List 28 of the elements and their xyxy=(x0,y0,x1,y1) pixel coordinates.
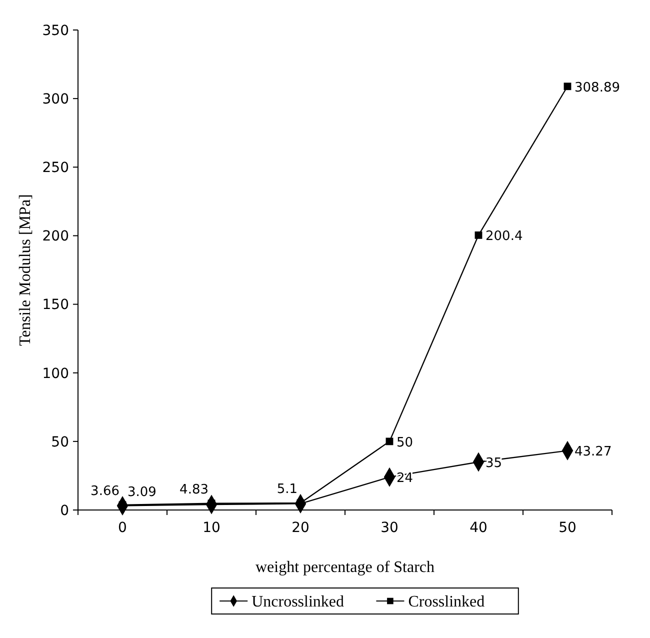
y-tick-label: 200 xyxy=(42,228,69,245)
x-tick-label: 30 xyxy=(380,520,398,536)
y-axis-title: Tensile Modulus [MPa] xyxy=(17,194,34,346)
y-tick-label: 50 xyxy=(51,434,69,450)
legend-label: Crosslinked xyxy=(408,594,485,611)
data-label: 35 xyxy=(486,456,502,471)
data-label: 43.27 xyxy=(574,444,612,460)
x-tick-label: 50 xyxy=(558,520,576,536)
y-tick-label: 250 xyxy=(42,160,69,176)
data-label: 308.89 xyxy=(574,80,620,96)
y-tick-label: 150 xyxy=(42,297,69,314)
data-label: 3.09 xyxy=(128,484,156,500)
x-tick-label: 20 xyxy=(292,520,310,536)
data-label: 5.1 xyxy=(276,482,298,498)
x-tick-label: 40 xyxy=(470,520,488,536)
x-tick-label: 0 xyxy=(118,520,127,536)
x-tick-label: 10 xyxy=(202,520,220,536)
legend-label: Uncrosslinked xyxy=(252,594,344,611)
data-label: 24 xyxy=(396,471,414,486)
y-tick-label: 0 xyxy=(60,502,69,519)
data-label: 3.66 xyxy=(90,484,120,499)
x-axis-title: weight percentage of Starch xyxy=(255,559,435,576)
data-label: 200.4 xyxy=(486,229,523,244)
y-tick-label: 300 xyxy=(42,91,69,108)
data-label: 50 xyxy=(396,435,414,450)
y-tick-label: 350 xyxy=(42,22,69,39)
y-tick-label: 100 xyxy=(42,366,69,382)
data-label: 4.83 xyxy=(180,482,208,498)
